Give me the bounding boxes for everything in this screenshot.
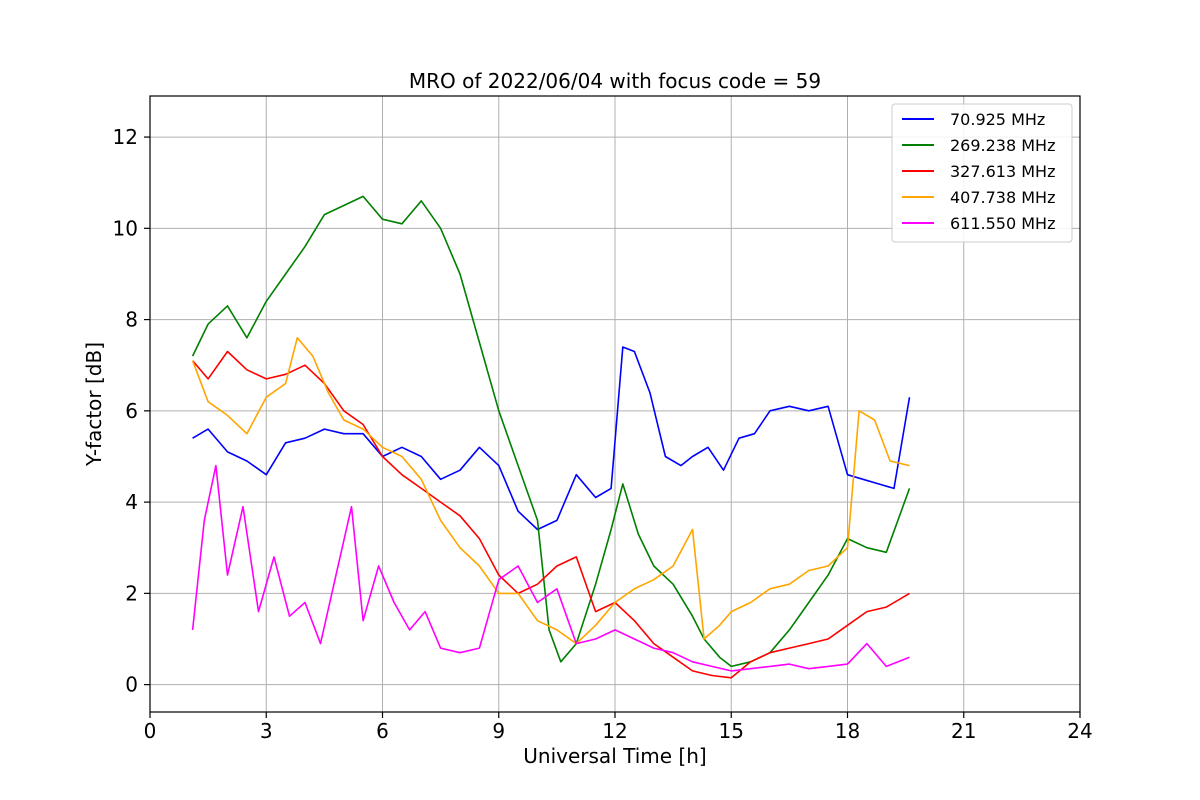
legend-label-2: 327.613 MHz bbox=[950, 162, 1055, 181]
x-axis-label: Universal Time [h] bbox=[523, 744, 706, 768]
x-tick-label: 21 bbox=[951, 719, 976, 743]
y-tick-label: 10 bbox=[113, 216, 138, 240]
series-line-0 bbox=[192, 346, 911, 531]
legend-label-1: 269.238 MHz bbox=[950, 136, 1055, 155]
x-tick-label: 3 bbox=[260, 719, 273, 743]
x-tick-label: 24 bbox=[1067, 719, 1092, 743]
y-tick-label: 4 bbox=[125, 490, 138, 514]
y-tick-label: 0 bbox=[125, 673, 138, 697]
y-axis-label: Y-factor [dB] bbox=[82, 342, 106, 467]
legend: 70.925 MHz 269.238 MHz 327.613 MHz 407.738 … bbox=[891, 103, 1073, 243]
y-axis: 0 2 4 6 8 10 12 bbox=[113, 125, 150, 697]
x-axis: 0 3 6 9 12 15 18 21 24 bbox=[144, 712, 1093, 743]
series-line-3 bbox=[191, 337, 910, 645]
legend-label-4: 611.550 MHz bbox=[950, 214, 1055, 233]
y-tick-label: 12 bbox=[113, 125, 138, 149]
x-tick-label: 12 bbox=[602, 719, 627, 743]
legend-label-3: 407.738 MHz bbox=[950, 188, 1055, 207]
x-tick-label: 6 bbox=[376, 719, 389, 743]
series-line-1 bbox=[191, 195, 911, 668]
y-tick-label: 2 bbox=[125, 581, 138, 605]
series-line-2 bbox=[191, 350, 910, 679]
x-tick-label: 18 bbox=[835, 719, 860, 743]
legend-label-0: 70.925 MHz bbox=[950, 110, 1045, 129]
y-tick-label: 6 bbox=[125, 399, 138, 423]
x-tick-label: 9 bbox=[492, 719, 505, 743]
legend-box bbox=[891, 103, 1073, 243]
x-tick-label: 15 bbox=[719, 719, 744, 743]
y-tick-label: 8 bbox=[125, 308, 138, 332]
x-tick-label: 0 bbox=[144, 719, 157, 743]
chart-title: MRO of 2022/06/04 with focus code = 59 bbox=[409, 69, 821, 93]
series-line-4 bbox=[191, 464, 910, 672]
series-layer bbox=[191, 195, 911, 679]
